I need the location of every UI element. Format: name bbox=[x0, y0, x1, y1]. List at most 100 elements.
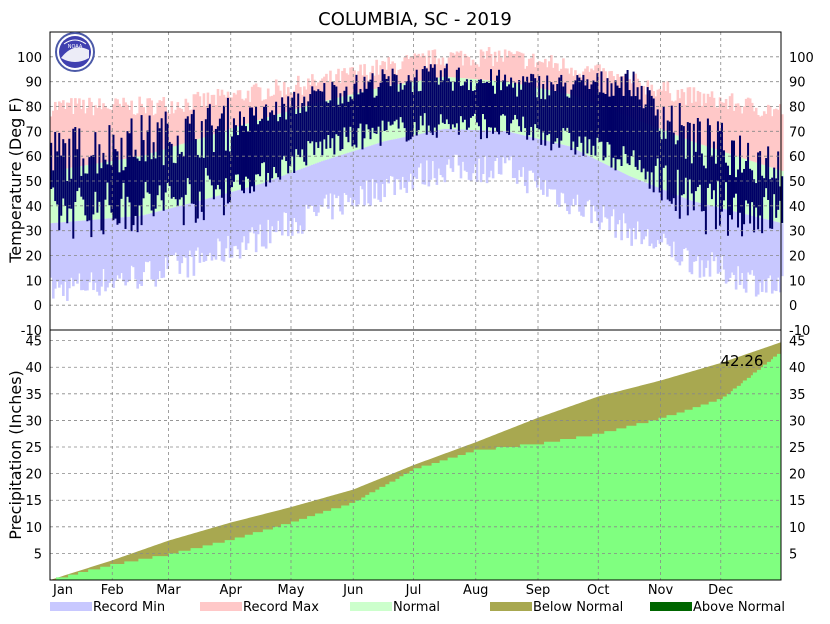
record-min-bar bbox=[244, 187, 248, 250]
observed-temp-bar bbox=[393, 74, 396, 122]
observed-temp-bar bbox=[570, 89, 573, 151]
record-max-bar bbox=[359, 64, 362, 93]
observed-temp-bar bbox=[192, 109, 195, 204]
record-min-bar bbox=[417, 134, 421, 168]
temp-tick-right: -10 bbox=[789, 324, 810, 339]
record-min-bar bbox=[734, 211, 738, 290]
observed-temp-bar bbox=[650, 95, 653, 173]
record-max-bar bbox=[475, 64, 479, 80]
observed-temp-bar bbox=[275, 101, 278, 174]
record-min-bar bbox=[190, 202, 194, 257]
record-max-bar bbox=[76, 103, 79, 167]
record-min-bar bbox=[246, 187, 250, 244]
record-max-bar bbox=[274, 79, 278, 115]
record-min-bar bbox=[168, 208, 172, 256]
observed-temp-bar bbox=[94, 132, 97, 192]
record-max-bar bbox=[401, 61, 405, 84]
record-min-bar bbox=[624, 174, 627, 224]
record-min-bar bbox=[423, 132, 427, 185]
record-max-bar bbox=[347, 74, 350, 96]
record-max-bar bbox=[602, 68, 605, 107]
record-max-bar bbox=[379, 65, 382, 88]
record-min-bar bbox=[319, 161, 322, 206]
record-max-bar bbox=[690, 102, 694, 142]
record-max-bar bbox=[268, 96, 272, 117]
record-max-bar bbox=[688, 87, 692, 141]
record-min-bar bbox=[580, 152, 583, 216]
record-max-bar bbox=[598, 64, 601, 106]
record-min-bar bbox=[110, 218, 113, 280]
record-min-bar bbox=[566, 145, 569, 211]
observed-temp-bar bbox=[82, 158, 85, 200]
record-min-bar bbox=[503, 131, 507, 164]
record-min-bar bbox=[64, 222, 67, 282]
temp-tick-left: 80 bbox=[25, 101, 42, 116]
observed-temp-bar bbox=[524, 81, 527, 129]
record-max-bar bbox=[535, 62, 539, 88]
observed-temp-bar bbox=[156, 122, 159, 196]
record-max-bar bbox=[704, 103, 708, 146]
record-max-bar bbox=[538, 61, 541, 89]
observed-temp-bar bbox=[530, 73, 533, 127]
observed-temp-bar bbox=[281, 97, 284, 160]
record-max-bar bbox=[66, 102, 69, 169]
observed-temp-bar bbox=[315, 91, 318, 143]
observed-temp-bar bbox=[502, 80, 505, 115]
observed-temp-bar bbox=[498, 69, 501, 135]
observed-temp-bar bbox=[355, 74, 358, 148]
temp-tick-left: 50 bbox=[25, 175, 42, 190]
record-min-bar bbox=[415, 134, 419, 179]
record-min-bar bbox=[266, 181, 270, 220]
observed-temp-bar bbox=[662, 106, 665, 168]
record-max-bar bbox=[238, 90, 242, 126]
record-min-bar bbox=[754, 216, 758, 297]
observed-temp-bar bbox=[329, 100, 332, 149]
record-min-bar bbox=[441, 129, 445, 178]
record-min-bar bbox=[427, 132, 431, 187]
observed-temp-bar bbox=[174, 163, 177, 200]
precip-tick-right: 35 bbox=[789, 388, 806, 403]
record-min-bar bbox=[664, 190, 668, 239]
temp-tick-left: 20 bbox=[25, 250, 42, 265]
temp-tick-left: 30 bbox=[25, 225, 42, 240]
observed-temp-bar bbox=[397, 91, 400, 129]
observed-temp-bar bbox=[371, 73, 374, 128]
observed-temp-bar bbox=[136, 158, 139, 233]
record-max-bar bbox=[666, 81, 670, 132]
record-max-bar bbox=[694, 101, 698, 143]
record-max-bar bbox=[256, 87, 260, 121]
observed-temp-bar bbox=[198, 157, 201, 192]
temperature-panel bbox=[50, 47, 784, 301]
observed-temp-bar bbox=[668, 121, 671, 202]
observed-temp-bar bbox=[532, 74, 535, 141]
observed-temp-bar bbox=[704, 168, 707, 235]
record-min-bar bbox=[228, 192, 232, 258]
normal-bar bbox=[204, 136, 208, 200]
record-min-bar bbox=[238, 189, 242, 259]
observed-temp-bar bbox=[483, 82, 486, 120]
record-min-bar bbox=[505, 131, 509, 158]
record-max-bar bbox=[266, 88, 270, 118]
record-max-bar bbox=[112, 104, 115, 161]
record-min-bar bbox=[696, 202, 700, 257]
record-max-bar bbox=[393, 63, 397, 85]
record-min-bar bbox=[357, 149, 360, 205]
precip-tick-right: 20 bbox=[789, 468, 806, 483]
record-max-bar bbox=[172, 113, 176, 147]
observed-temp-bar bbox=[508, 84, 511, 135]
record-max-bar bbox=[303, 86, 306, 107]
record-min-bar bbox=[668, 192, 672, 247]
observed-temp-bar bbox=[680, 125, 683, 196]
normal-bar bbox=[52, 170, 55, 224]
record-min-bar bbox=[341, 154, 344, 215]
observed-temp-bar bbox=[236, 135, 239, 175]
record-max-bar bbox=[353, 70, 356, 94]
normal-bar bbox=[106, 161, 109, 219]
observed-temp-bar bbox=[283, 103, 286, 156]
observed-temp-bar bbox=[419, 90, 422, 116]
observed-temp-bar bbox=[775, 178, 778, 218]
record-max-bar bbox=[176, 102, 180, 146]
observed-temp-bar bbox=[604, 94, 607, 158]
record-max-bar bbox=[770, 116, 774, 168]
record-max-bar bbox=[509, 52, 513, 83]
